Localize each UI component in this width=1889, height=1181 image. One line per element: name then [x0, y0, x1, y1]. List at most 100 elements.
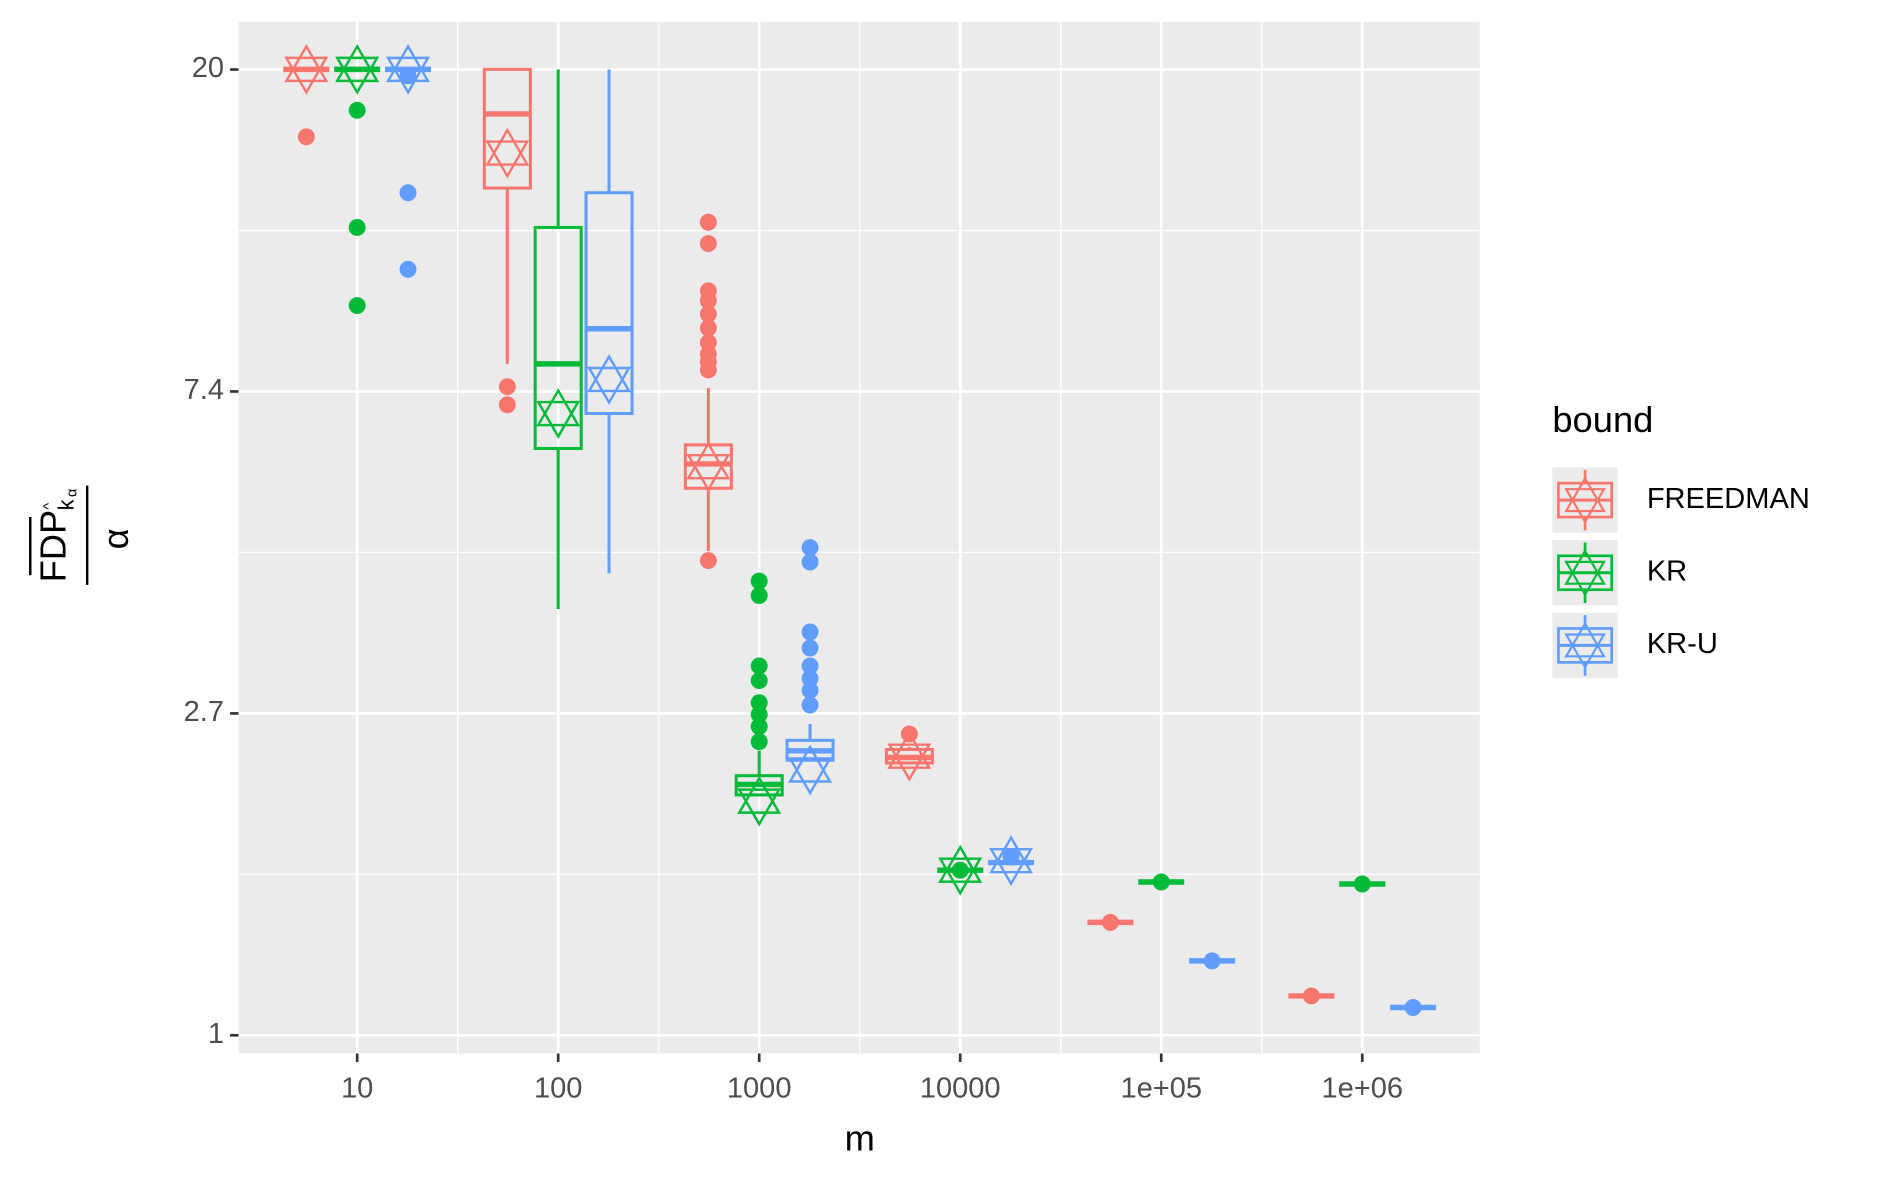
outlier: [1101, 913, 1119, 931]
legend-key-star: [1564, 548, 1606, 597]
legend-label: FREEDMAN: [1647, 483, 1810, 515]
outlier: [801, 539, 819, 557]
axes: 1 2.7 7.4 20 10 100 1000 10000 1e+05 1e+06: [184, 52, 1403, 1104]
box-group: [482, 67, 532, 414]
mean: [989, 835, 1034, 887]
box-group: [533, 69, 583, 609]
x-tick-label: 1000: [727, 1072, 792, 1104]
y-title-numerator: FDP: [32, 510, 73, 583]
box: [482, 67, 532, 190]
x-tick-label: 100: [534, 1072, 582, 1104]
outlier: [750, 672, 768, 690]
outlier: [801, 553, 819, 571]
outlier: [750, 657, 768, 675]
outlier: [750, 587, 768, 605]
y-axis-title: FDP k ^ α α: [29, 485, 136, 585]
y-title-denominator: α: [95, 528, 136, 549]
box-group: [937, 844, 984, 896]
box-group: [1288, 987, 1335, 1005]
x-tick-label: 1e+06: [1321, 1072, 1403, 1104]
y-tick-label: 20: [192, 52, 224, 84]
outlier: [699, 361, 717, 379]
outlier: [348, 218, 366, 236]
marks: [283, 43, 1437, 1017]
outlier: [498, 396, 516, 414]
mean: [938, 844, 983, 896]
outlier: [699, 552, 717, 570]
legend-label: KR-U: [1647, 628, 1718, 660]
outlier: [801, 681, 819, 699]
outlier: [699, 305, 717, 323]
mean: [788, 744, 833, 796]
outlier: [951, 861, 969, 879]
outlier: [1353, 875, 1371, 893]
outlier: [801, 623, 819, 641]
x-tick-label: 10: [341, 1072, 373, 1104]
box-group: [1138, 873, 1185, 891]
box-group: [283, 43, 330, 146]
outlier: [297, 128, 315, 146]
mean: [587, 354, 632, 405]
box-group: [1339, 875, 1386, 893]
outlier: [1002, 848, 1020, 866]
box-group: [584, 69, 634, 574]
box-group: [683, 213, 733, 570]
outlier: [348, 297, 366, 315]
outlier: [1404, 999, 1422, 1017]
mean: [284, 43, 329, 95]
mean: [887, 730, 932, 782]
mean: [335, 43, 380, 95]
outlier: [1152, 873, 1170, 891]
outlier: [1302, 987, 1320, 1005]
outlier: [750, 694, 768, 712]
box-group: [988, 835, 1035, 887]
y-tick-label: 7.4: [184, 374, 224, 406]
box-group: [884, 725, 934, 782]
box-group: [334, 43, 381, 315]
box-group: [385, 43, 432, 278]
outlier: [348, 101, 366, 119]
outlier: [750, 717, 768, 735]
outlier: [750, 572, 768, 590]
mean: [485, 127, 530, 179]
outlier: [699, 213, 717, 231]
mean: [385, 43, 431, 95]
box-group: [1189, 952, 1236, 970]
legend-title: bound: [1552, 399, 1653, 440]
box-group: [1087, 913, 1134, 931]
x-tick-label: 10000: [920, 1072, 1001, 1104]
outlier: [801, 696, 819, 714]
outlier: [699, 235, 717, 253]
box-group: [785, 539, 835, 796]
x-axis-title: m: [845, 1117, 875, 1158]
outlier: [750, 705, 768, 723]
x-tick-label: 1e+05: [1120, 1072, 1202, 1104]
outlier: [801, 657, 819, 675]
outlier: [399, 184, 417, 202]
legend-key-star: [1564, 621, 1606, 670]
mean: [737, 775, 782, 827]
mean: [536, 388, 581, 439]
legend-key-star: [1564, 476, 1606, 525]
outlier: [699, 292, 717, 310]
y-title-subscript: k: [54, 499, 79, 510]
y-tick-label: 2.7: [184, 696, 224, 728]
y-title-subscript-sub: α: [64, 489, 80, 497]
hat: ^: [41, 503, 57, 510]
box: [584, 191, 634, 416]
outlier: [801, 639, 819, 657]
y-tick-label: 1: [208, 1018, 224, 1050]
legend: bound FREEDMAN KR KR-U: [1552, 399, 1810, 679]
outlier: [1203, 952, 1221, 970]
outlier: [750, 733, 768, 751]
outlier: [699, 319, 717, 337]
box: [533, 225, 583, 450]
outlier: [498, 378, 516, 396]
box-group: [734, 572, 784, 827]
outlier: [801, 669, 819, 687]
box-group: [1390, 999, 1437, 1017]
outlier: [399, 260, 417, 278]
mean: [686, 441, 731, 493]
